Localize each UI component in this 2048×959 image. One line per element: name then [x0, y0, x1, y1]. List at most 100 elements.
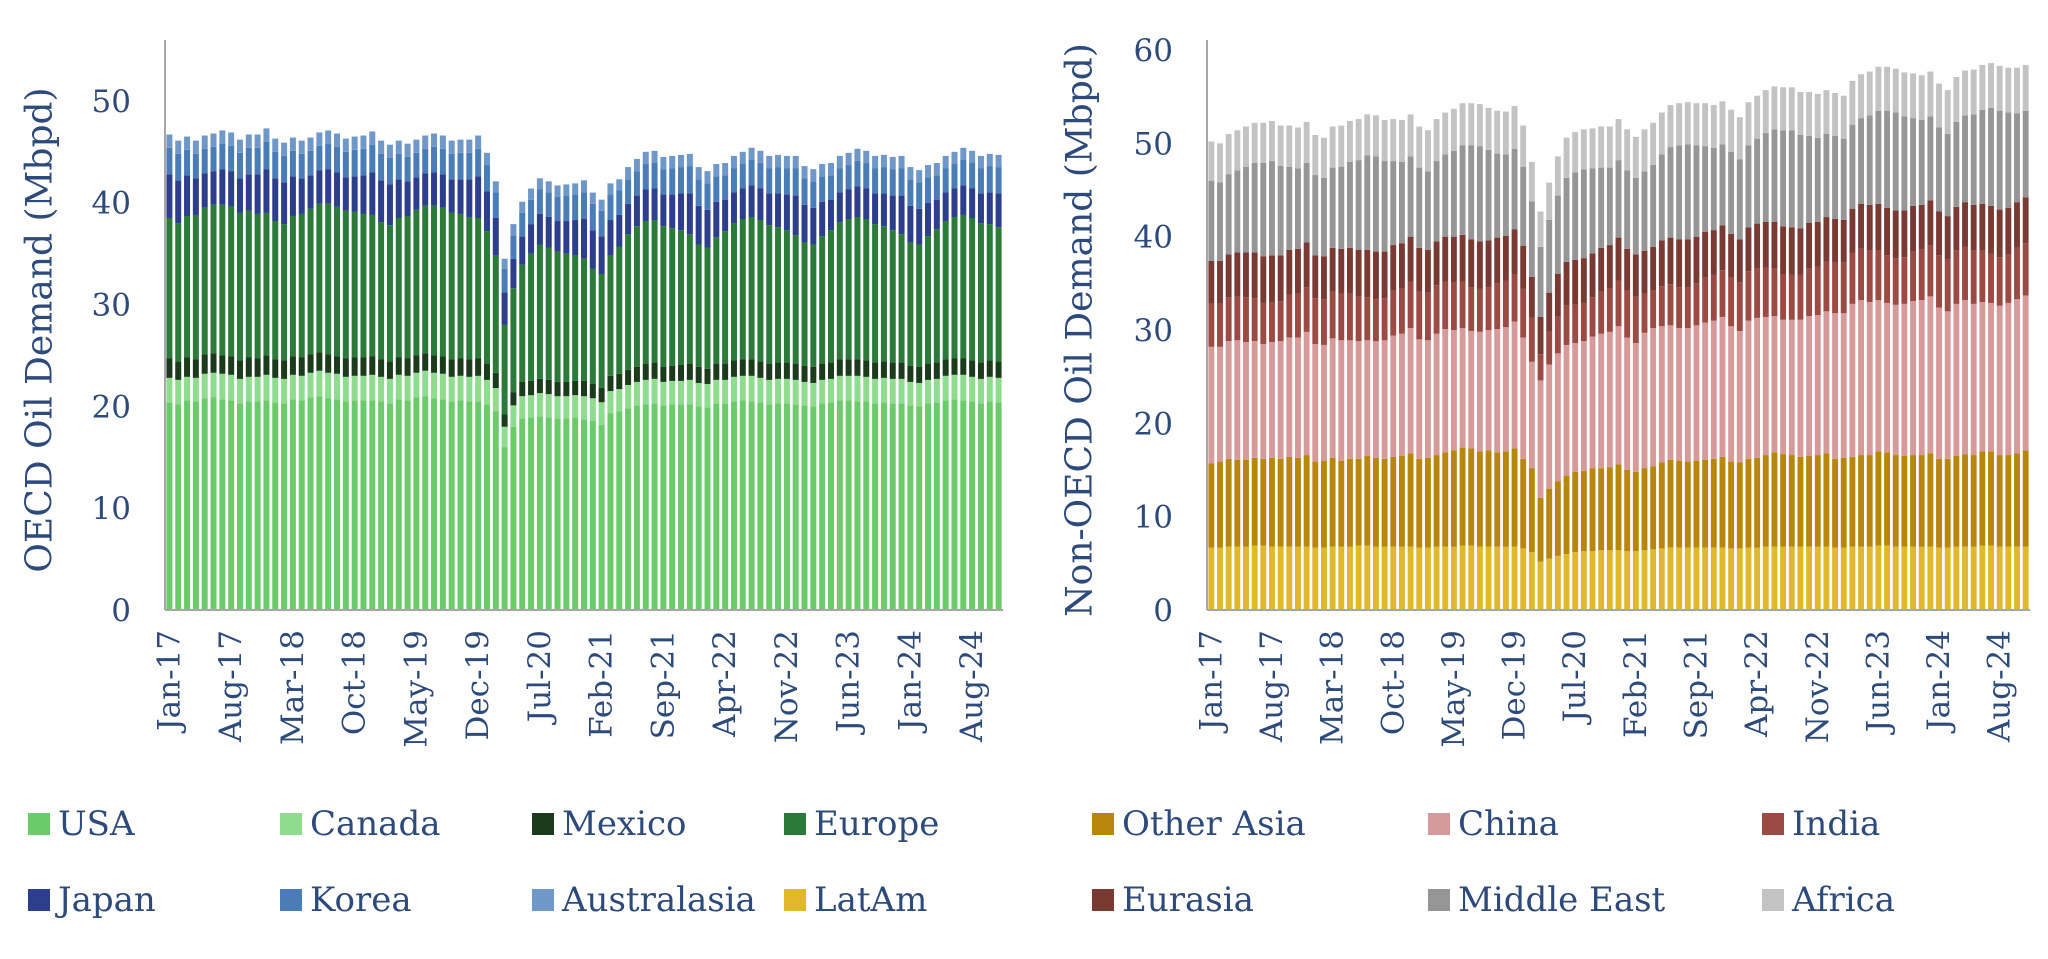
- bar-canada: [483, 379, 490, 405]
- bar-eurasia: [1936, 211, 1942, 256]
- bar-usa: [589, 420, 596, 610]
- bar-japan: [748, 185, 755, 217]
- bar-middle-east: [1788, 130, 1795, 228]
- bar-eurasia: [1286, 249, 1293, 295]
- bar-korea: [404, 156, 411, 182]
- bar-eurasia: [1390, 245, 1397, 291]
- bar-latam: [1459, 545, 1466, 610]
- bar-japan: [422, 173, 429, 206]
- bar-mexico: [166, 358, 173, 378]
- bar-canada: [210, 372, 217, 398]
- bar-mexico: [598, 388, 605, 403]
- bar-middle-east: [1780, 130, 1787, 227]
- bar-usa: [528, 417, 535, 610]
- bar-india: [1962, 246, 1968, 301]
- bar-canada: [395, 374, 402, 400]
- bar-china: [1866, 302, 1873, 456]
- bar-mexico: [933, 362, 940, 379]
- bar-japan: [642, 189, 649, 222]
- bar-china: [1476, 331, 1483, 452]
- bar-canada: [607, 391, 614, 414]
- bar-eurasia: [1684, 239, 1691, 288]
- bar-china: [1840, 313, 1847, 458]
- bar-africa: [1269, 120, 1275, 162]
- bar-mexico: [219, 355, 226, 374]
- bar-japan: [528, 224, 535, 254]
- bar-australasia: [210, 133, 217, 147]
- bar-latam: [1797, 546, 1804, 610]
- bar-other-asia: [1450, 450, 1457, 547]
- bar-latam: [1918, 546, 1925, 610]
- bar-other-asia: [1303, 455, 1310, 547]
- bar-australasia: [730, 155, 737, 169]
- bar-europe: [625, 234, 632, 370]
- bar-europe: [545, 247, 552, 380]
- bar-latam: [1849, 546, 1856, 610]
- bar-china: [1450, 330, 1457, 451]
- bar-latam: [1676, 547, 1683, 610]
- bar-india: [1936, 255, 1942, 308]
- bar-korea: [334, 146, 341, 173]
- bar-china: [1849, 303, 1856, 457]
- bar-mexico: [748, 359, 755, 376]
- legend-label: India: [1792, 804, 1881, 844]
- bar-eurasia: [1788, 227, 1795, 275]
- bar-australasia: [536, 178, 543, 190]
- bar-other-asia: [1667, 459, 1674, 548]
- bar-latam: [1684, 547, 1691, 610]
- bar-korea: [889, 169, 896, 196]
- bar-mexico: [722, 363, 729, 380]
- bar-eurasia: [1702, 232, 1709, 278]
- bar-korea: [192, 153, 199, 179]
- bar-mexico: [889, 362, 896, 379]
- bar-latam: [2022, 546, 2029, 610]
- bar-australasia: [845, 152, 852, 166]
- bar-china: [1762, 316, 1769, 456]
- bar-eurasia: [2014, 202, 2020, 248]
- bar-korea: [960, 159, 967, 186]
- bar-europe: [819, 236, 826, 364]
- bar-india: [1632, 296, 1639, 344]
- bar-australasia: [166, 134, 173, 148]
- bar-india: [1832, 262, 1839, 314]
- bar-mexico: [386, 361, 393, 379]
- bar-china: [1641, 332, 1648, 469]
- bar-australasia: [510, 224, 517, 236]
- bar-usa: [669, 404, 676, 610]
- bar-africa: [1511, 106, 1518, 149]
- bar-mexico: [854, 359, 861, 376]
- bar-eurasia: [1407, 236, 1414, 282]
- bar-africa: [1450, 108, 1457, 151]
- bar-middle-east: [1719, 144, 1726, 226]
- bar-africa: [1251, 122, 1258, 163]
- bar-eurasia: [1988, 205, 1994, 254]
- bar-canada: [192, 377, 199, 402]
- bar-australasia: [175, 140, 182, 154]
- bar-eurasia: [1424, 249, 1431, 293]
- bar-latam: [1719, 547, 1726, 610]
- bar-middle-east: [1554, 195, 1561, 274]
- bar-india: [1728, 277, 1735, 327]
- bar-australasia: [289, 137, 296, 151]
- bar-korea: [907, 179, 914, 206]
- bar-india: [1321, 299, 1327, 345]
- bar-japan: [298, 178, 305, 214]
- bar-africa: [1892, 68, 1899, 113]
- legend-item-korea: Korea: [280, 880, 412, 920]
- bar-japan: [695, 205, 702, 245]
- bar-australasia: [960, 147, 967, 160]
- bar-china: [2014, 299, 2020, 454]
- bar-usa: [660, 405, 667, 610]
- bar-usa: [422, 396, 429, 610]
- bar-australasia: [678, 154, 685, 168]
- bar-canada: [845, 375, 852, 401]
- bar-canada: [695, 382, 702, 407]
- bar-africa: [1546, 182, 1553, 220]
- bar-japan: [334, 172, 341, 207]
- bar-japan: [483, 191, 490, 232]
- bar-other-asia: [1381, 458, 1388, 547]
- bar-canada: [307, 372, 314, 398]
- bar-middle-east: [1797, 134, 1804, 229]
- bar-australasia: [651, 150, 658, 164]
- bar-mexico: [272, 359, 279, 378]
